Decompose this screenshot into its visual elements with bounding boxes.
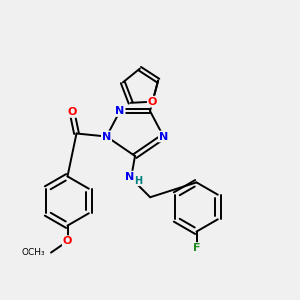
Text: H: H	[134, 176, 142, 186]
Text: N: N	[102, 131, 111, 142]
Text: N: N	[125, 172, 134, 182]
Text: O: O	[63, 236, 72, 246]
Text: OCH₃: OCH₃	[22, 248, 46, 257]
Text: O: O	[148, 97, 157, 107]
Text: O: O	[67, 107, 77, 117]
Text: N: N	[159, 131, 168, 142]
Text: N: N	[116, 106, 124, 116]
Text: F: F	[193, 243, 200, 253]
